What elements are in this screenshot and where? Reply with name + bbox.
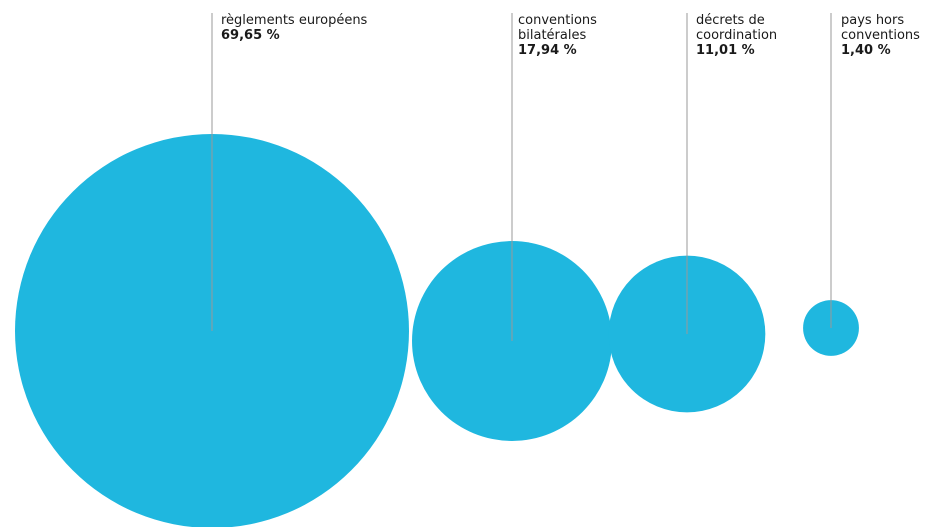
data-label: 17,94 % (518, 43, 577, 58)
data-label: 11,01 % (696, 43, 755, 58)
category-label: conventions bilatérales (518, 13, 597, 43)
category-label: décrets de coordination (696, 13, 778, 43)
category-label: règlements européens (221, 13, 368, 28)
bubble-label-reglements-europeens: règlements européens 69,65 % (221, 13, 367, 43)
data-label: 1,40 % (841, 43, 891, 58)
category-label: pays hors conventions (841, 13, 920, 43)
bubble-label-pays-hors-conventions: pays hors conventions 1,40 % (841, 13, 920, 58)
bubble-label-decrets-de-coordination: décrets de coordination 11,01 % (696, 13, 777, 58)
bubble-label-conventions-bilaterales: conventions bilatérales 17,94 % (518, 13, 597, 58)
data-label: 69,65 % (221, 28, 280, 43)
